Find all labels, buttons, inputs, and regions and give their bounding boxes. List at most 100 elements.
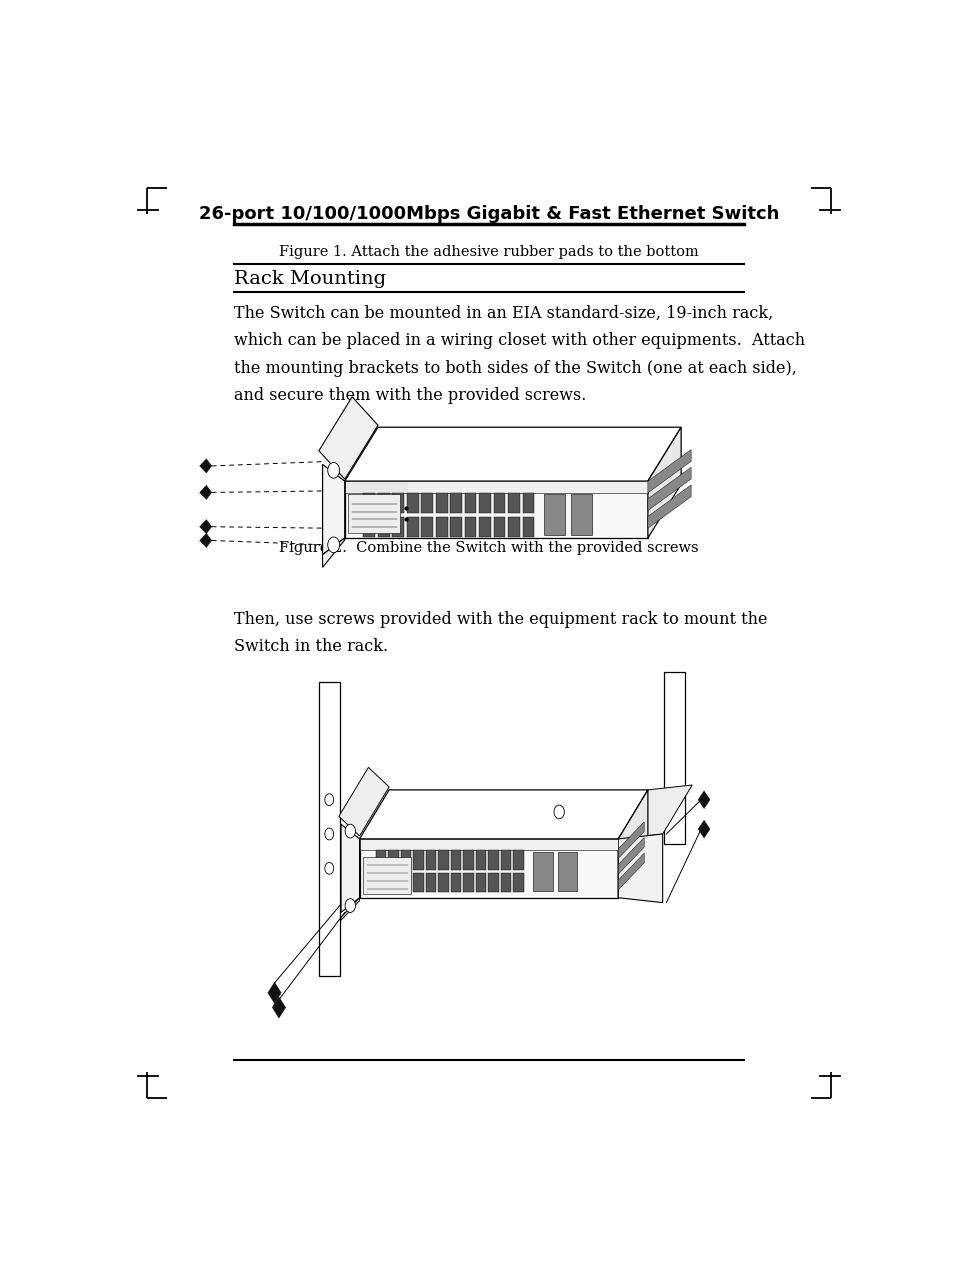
Bar — [377, 517, 389, 536]
Polygon shape — [647, 428, 680, 538]
Bar — [478, 493, 491, 513]
Bar — [425, 850, 436, 869]
Polygon shape — [618, 853, 643, 890]
Bar — [363, 493, 375, 513]
Bar — [500, 873, 511, 892]
Bar — [348, 494, 400, 533]
Bar — [400, 873, 411, 892]
Bar — [476, 873, 486, 892]
Polygon shape — [698, 791, 709, 808]
Circle shape — [345, 899, 355, 913]
Polygon shape — [344, 428, 680, 481]
Bar — [375, 850, 386, 869]
Polygon shape — [199, 533, 212, 547]
Bar — [663, 672, 684, 844]
Bar — [420, 517, 433, 536]
Circle shape — [324, 829, 334, 840]
Bar — [392, 517, 404, 536]
Bar — [488, 850, 498, 869]
Bar — [400, 850, 411, 869]
Bar — [508, 517, 519, 536]
Bar — [464, 493, 476, 513]
Polygon shape — [199, 519, 212, 533]
Text: Figure 1. Attach the adhesive rubber pads to the bottom: Figure 1. Attach the adhesive rubber pad… — [279, 244, 698, 258]
Bar — [436, 517, 447, 536]
Polygon shape — [359, 839, 618, 897]
Polygon shape — [698, 820, 709, 838]
Bar — [318, 682, 339, 976]
Bar — [363, 517, 375, 536]
Bar — [500, 850, 511, 869]
Bar — [493, 517, 505, 536]
Circle shape — [554, 805, 564, 819]
Bar — [513, 850, 523, 869]
Bar — [406, 517, 418, 536]
Polygon shape — [322, 538, 344, 568]
Text: 26-port 10/100/1000Mbps Gigabit & Fast Ethernet Switch: 26-port 10/100/1000Mbps Gigabit & Fast E… — [198, 205, 779, 223]
Polygon shape — [199, 458, 212, 474]
Bar — [437, 873, 448, 892]
Circle shape — [345, 824, 355, 838]
Bar — [464, 517, 476, 536]
Bar — [451, 850, 460, 869]
Bar — [533, 852, 552, 891]
Polygon shape — [318, 397, 377, 479]
Polygon shape — [268, 983, 281, 1003]
Text: the mounting brackets to both sides of the Switch (one at each side),: the mounting brackets to both sides of t… — [233, 360, 796, 377]
Text: which can be placed in a wiring closet with other equipments.  Attach: which can be placed in a wiring closet w… — [233, 332, 804, 350]
Bar — [388, 850, 398, 869]
Bar — [348, 482, 407, 491]
Circle shape — [328, 462, 339, 479]
Bar — [476, 850, 486, 869]
Bar — [450, 517, 461, 536]
Bar — [392, 493, 404, 513]
Text: and secure them with the provided screws.: and secure them with the provided screws… — [233, 387, 585, 405]
Bar — [463, 850, 473, 869]
Polygon shape — [359, 789, 647, 839]
Bar — [436, 493, 447, 513]
Polygon shape — [338, 768, 389, 836]
Text: Switch in the rack.: Switch in the rack. — [233, 638, 388, 656]
Polygon shape — [322, 465, 344, 555]
Circle shape — [324, 794, 334, 806]
Bar — [522, 517, 534, 536]
Text: Figure 2.  Combine the Switch with the provided screws: Figure 2. Combine the Switch with the pr… — [279, 541, 698, 555]
Bar — [508, 493, 519, 513]
Bar — [513, 873, 523, 892]
Bar — [558, 852, 577, 891]
Polygon shape — [618, 785, 692, 839]
Bar — [425, 873, 436, 892]
Polygon shape — [618, 838, 643, 875]
Polygon shape — [647, 467, 690, 510]
Bar — [488, 873, 498, 892]
Bar — [493, 493, 505, 513]
Bar — [450, 493, 461, 513]
Bar — [363, 857, 411, 894]
Bar — [478, 517, 491, 536]
Text: Rack Mounting: Rack Mounting — [233, 270, 386, 288]
Polygon shape — [618, 822, 643, 858]
Polygon shape — [272, 997, 285, 1018]
Bar — [344, 481, 647, 493]
Bar — [571, 494, 591, 535]
Polygon shape — [618, 834, 662, 903]
Bar — [388, 873, 398, 892]
Bar — [413, 873, 423, 892]
Polygon shape — [618, 789, 647, 897]
Polygon shape — [341, 897, 359, 920]
Bar — [420, 493, 433, 513]
Polygon shape — [341, 824, 359, 913]
Text: The Switch can be mounted in an EIA standard-size, 19-inch rack,: The Switch can be mounted in an EIA stan… — [233, 306, 772, 322]
Text: Then, use screws provided with the equipment rack to mount the: Then, use screws provided with the equip… — [233, 611, 766, 628]
Circle shape — [328, 537, 339, 552]
Polygon shape — [199, 485, 212, 499]
Bar — [413, 850, 423, 869]
Polygon shape — [647, 485, 690, 528]
Polygon shape — [647, 449, 690, 493]
Bar — [544, 494, 564, 535]
Polygon shape — [344, 481, 647, 538]
Circle shape — [324, 862, 334, 875]
Bar — [359, 839, 618, 849]
Bar — [437, 850, 448, 869]
Bar — [375, 873, 386, 892]
